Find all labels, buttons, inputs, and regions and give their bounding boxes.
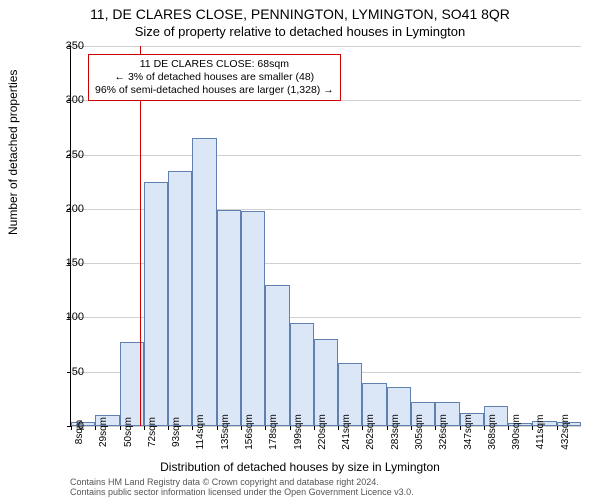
plot-area	[70, 46, 581, 427]
x-tick-mark	[314, 426, 315, 430]
x-tick-label: 178sqm	[268, 414, 279, 450]
annotation-line: ← 3% of detached houses are smaller (48)	[95, 71, 334, 84]
y-tick-label: 200	[66, 203, 84, 215]
histogram-bar	[290, 323, 314, 426]
x-tick-label: 220sqm	[317, 414, 328, 450]
property-marker-line	[140, 46, 141, 426]
x-tick-mark	[71, 426, 72, 430]
annotation-box: 11 DE CLARES CLOSE: 68sqm← 3% of detache…	[88, 54, 341, 101]
histogram-bar	[168, 171, 192, 426]
x-tick-label: 390sqm	[511, 414, 522, 450]
x-tick-label: 262sqm	[365, 414, 376, 450]
credit-text: Contains HM Land Registry data © Crown c…	[70, 478, 414, 498]
y-tick-label: 350	[66, 40, 84, 52]
x-tick-label: 199sqm	[293, 414, 304, 450]
x-tick-mark	[168, 426, 169, 430]
x-tick-mark	[241, 426, 242, 430]
x-tick-label: 93sqm	[171, 417, 182, 447]
x-tick-label: 50sqm	[123, 417, 134, 447]
annotation-line: 11 DE CLARES CLOSE: 68sqm	[95, 58, 334, 71]
y-tick-label: 100	[66, 311, 84, 323]
x-tick-label: 135sqm	[220, 414, 231, 450]
y-tick-label: 300	[66, 94, 84, 106]
histogram-bar	[241, 211, 265, 426]
x-tick-label: 411sqm	[535, 415, 546, 450]
histogram-bar	[192, 138, 216, 426]
y-tick-label: 150	[66, 257, 84, 269]
x-tick-label: 72sqm	[147, 417, 158, 447]
x-tick-label: 156sqm	[244, 414, 255, 450]
x-tick-label: 114sqm	[195, 415, 206, 450]
x-tick-mark	[290, 426, 291, 430]
x-tick-label: 432sqm	[560, 414, 571, 450]
gridline	[71, 155, 581, 156]
x-tick-label: 305sqm	[414, 414, 425, 450]
x-tick-label: 283sqm	[390, 414, 401, 450]
x-tick-label: 241sqm	[341, 414, 352, 450]
x-tick-mark	[460, 426, 461, 430]
histogram-bar	[265, 285, 289, 426]
credit-line-2: Contains public sector information licen…	[70, 488, 414, 498]
x-tick-mark	[95, 426, 96, 430]
chart-title-subtitle: Size of property relative to detached ho…	[0, 24, 600, 39]
x-tick-label: 326sqm	[438, 414, 449, 450]
y-tick-label: 50	[72, 366, 84, 378]
x-axis-label: Distribution of detached houses by size …	[0, 460, 600, 474]
x-tick-label: 368sqm	[487, 414, 498, 450]
x-tick-mark	[557, 426, 558, 430]
x-tick-label: 29sqm	[98, 417, 109, 447]
chart-title-address: 11, DE CLARES CLOSE, PENNINGTON, LYMINGT…	[0, 6, 600, 22]
histogram-bar	[144, 182, 168, 426]
x-tick-mark	[120, 426, 121, 430]
x-tick-mark	[144, 426, 145, 430]
x-tick-label: 8sqm	[74, 420, 85, 444]
histogram-bar	[314, 339, 338, 426]
x-tick-mark	[532, 426, 533, 430]
x-tick-mark	[362, 426, 363, 430]
gridline	[71, 46, 581, 47]
histogram-bar	[217, 210, 241, 426]
x-tick-mark	[484, 426, 485, 430]
x-tick-mark	[435, 426, 436, 430]
x-tick-mark	[411, 426, 412, 430]
y-axis-label: Number of detached properties	[6, 70, 20, 235]
annotation-line: 96% of semi-detached houses are larger (…	[95, 84, 334, 97]
chart-container: 11, DE CLARES CLOSE, PENNINGTON, LYMINGT…	[0, 0, 600, 500]
x-tick-mark	[192, 426, 193, 430]
x-tick-label: 347sqm	[463, 414, 474, 450]
x-tick-mark	[265, 426, 266, 430]
x-tick-mark	[217, 426, 218, 430]
x-tick-mark	[508, 426, 509, 430]
x-tick-mark	[387, 426, 388, 430]
x-tick-mark	[338, 426, 339, 430]
y-tick-label: 250	[66, 149, 84, 161]
y-tick-mark	[67, 372, 71, 373]
